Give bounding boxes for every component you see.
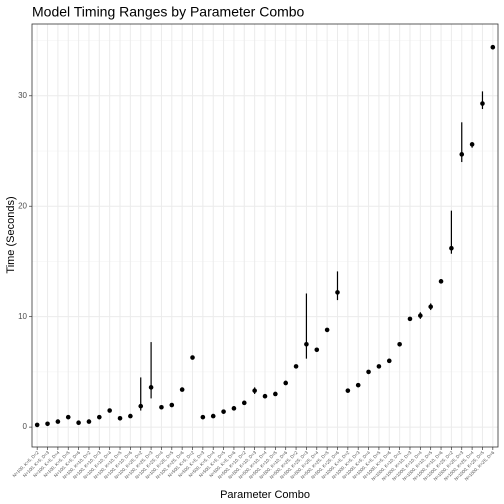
point [449, 245, 454, 251]
point [190, 355, 195, 360]
y-axis-label: Time (Seconds) [5, 196, 17, 273]
point [480, 101, 485, 106]
point [366, 369, 371, 375]
point [128, 413, 133, 419]
y-tick-label: 0 [23, 422, 28, 431]
point [293, 364, 299, 369]
point [314, 347, 320, 353]
point [210, 413, 216, 419]
point [283, 380, 289, 386]
point [169, 402, 175, 408]
point [117, 415, 123, 421]
point [148, 385, 154, 390]
point [86, 419, 92, 424]
point [200, 414, 206, 420]
point [490, 44, 496, 50]
point [97, 414, 102, 420]
panel-border [31, 23, 499, 448]
point [65, 414, 71, 420]
point [252, 388, 257, 393]
point [428, 304, 433, 310]
point [407, 316, 413, 322]
point [345, 388, 351, 393]
point [324, 327, 330, 333]
point [241, 400, 247, 406]
point [107, 408, 112, 413]
point [55, 419, 61, 424]
point [221, 409, 226, 414]
chart-title: Model Timing Ranges by Parameter Combo [32, 4, 305, 20]
point [179, 387, 185, 392]
point [34, 422, 40, 428]
point [469, 142, 475, 147]
y-tick-label: 20 [18, 201, 27, 210]
point [438, 279, 444, 284]
point [159, 404, 164, 410]
point [262, 393, 268, 399]
point [335, 290, 340, 295]
point [138, 403, 144, 409]
point [304, 341, 309, 347]
point [231, 406, 237, 411]
point [386, 358, 392, 364]
x-axis-label: Parameter Combo [220, 489, 310, 501]
point [355, 382, 361, 388]
y-tick-label: 30 [18, 91, 27, 100]
point [376, 364, 382, 369]
point [45, 421, 50, 427]
point [418, 313, 423, 318]
point [397, 341, 402, 347]
point [459, 152, 465, 157]
y-tick-label: 10 [18, 312, 27, 321]
point [76, 420, 81, 426]
point [273, 391, 278, 397]
